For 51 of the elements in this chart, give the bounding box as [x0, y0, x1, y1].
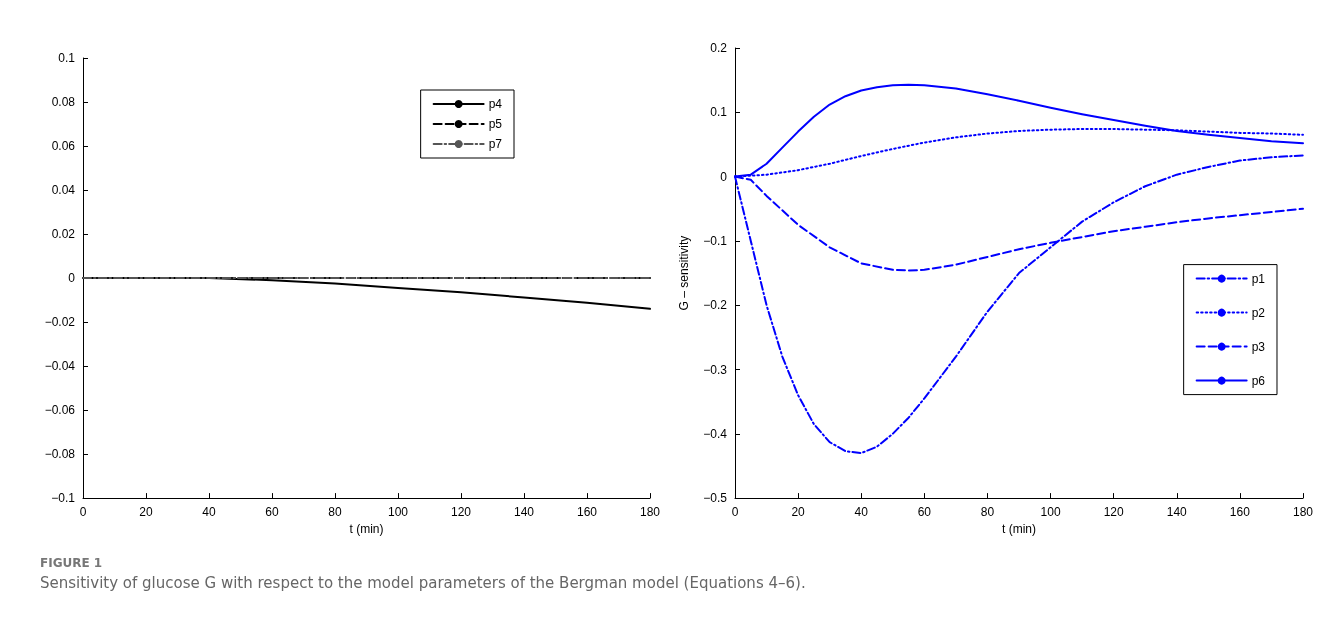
y-tick-label: −0.1 [51, 491, 76, 506]
x-tick-label: 40 [202, 505, 216, 520]
x-tick-label: 120 [450, 505, 472, 520]
x-tick-label: 80 [328, 505, 342, 520]
y-tick-label: −0.02 [44, 315, 76, 330]
legend-label: p4 [488, 97, 503, 111]
x-tick-label: 20 [139, 505, 153, 520]
x-tick-label: 120 [1103, 505, 1124, 520]
x-tick-label: 80 [980, 505, 995, 520]
y-tick-label: −0.4 [703, 426, 728, 441]
x-tick-label: 40 [854, 505, 869, 520]
x-tick-label: 60 [265, 505, 279, 520]
legend-label: p7 [488, 137, 503, 151]
y-tick-label: −0.1 [703, 233, 728, 248]
y-tick-label: −0.3 [703, 362, 728, 377]
y-axis-title: G – sensitivity [677, 235, 691, 311]
x-tick-label: 100 [387, 505, 409, 520]
y-tick-label: −0.06 [44, 403, 76, 418]
legend-label: p1 [1251, 271, 1266, 286]
legend-label: p3 [1251, 339, 1266, 354]
text: Sensitivity of glucose G with respect to the model parameters of the Bergman model (Equations 4–6). [40, 574, 806, 592]
legend-label: p5 [488, 117, 503, 131]
y-tick-label: −0.04 [44, 359, 76, 374]
x-tick-label: 140 [513, 505, 535, 520]
y-tick-label: 0 [720, 169, 728, 184]
x-tick-label: 160 [1229, 505, 1251, 520]
x-tick-label: 20 [791, 505, 806, 520]
x-axis-title: t (min) [349, 522, 384, 536]
y-tick-label: −0.5 [703, 491, 728, 506]
caption: FIGURE 1 [40, 556, 104, 570]
y-tick-label: −0.08 [44, 447, 76, 462]
legend-label: p2 [1251, 305, 1266, 320]
y-tick-label: 0.02 [51, 227, 76, 242]
y-tick-label: 0.1 [710, 105, 728, 120]
x-tick-label: 0 [731, 505, 739, 520]
y-tick-label: 0.1 [58, 51, 76, 65]
legend-label: p6 [1251, 373, 1266, 388]
x-tick-label: 0 [79, 505, 87, 520]
y-tick-label: −0.2 [703, 298, 728, 313]
y-tick-label: 0 [68, 271, 76, 286]
x-tick-label: 180 [639, 505, 661, 520]
x-tick-label: 60 [917, 505, 932, 520]
y-tick-label: 0.06 [51, 139, 76, 154]
x-tick-label: 100 [1040, 505, 1061, 520]
x-tick-label: 160 [576, 505, 598, 520]
y-tick-label: 0.2 [710, 41, 728, 55]
y-tick-label: 0.08 [51, 95, 76, 110]
x-axis-title: t (min) [1002, 522, 1036, 536]
x-tick-label: 140 [1166, 505, 1188, 520]
x-tick-label: 180 [1292, 505, 1314, 520]
y-tick-label: 0.04 [51, 183, 76, 198]
